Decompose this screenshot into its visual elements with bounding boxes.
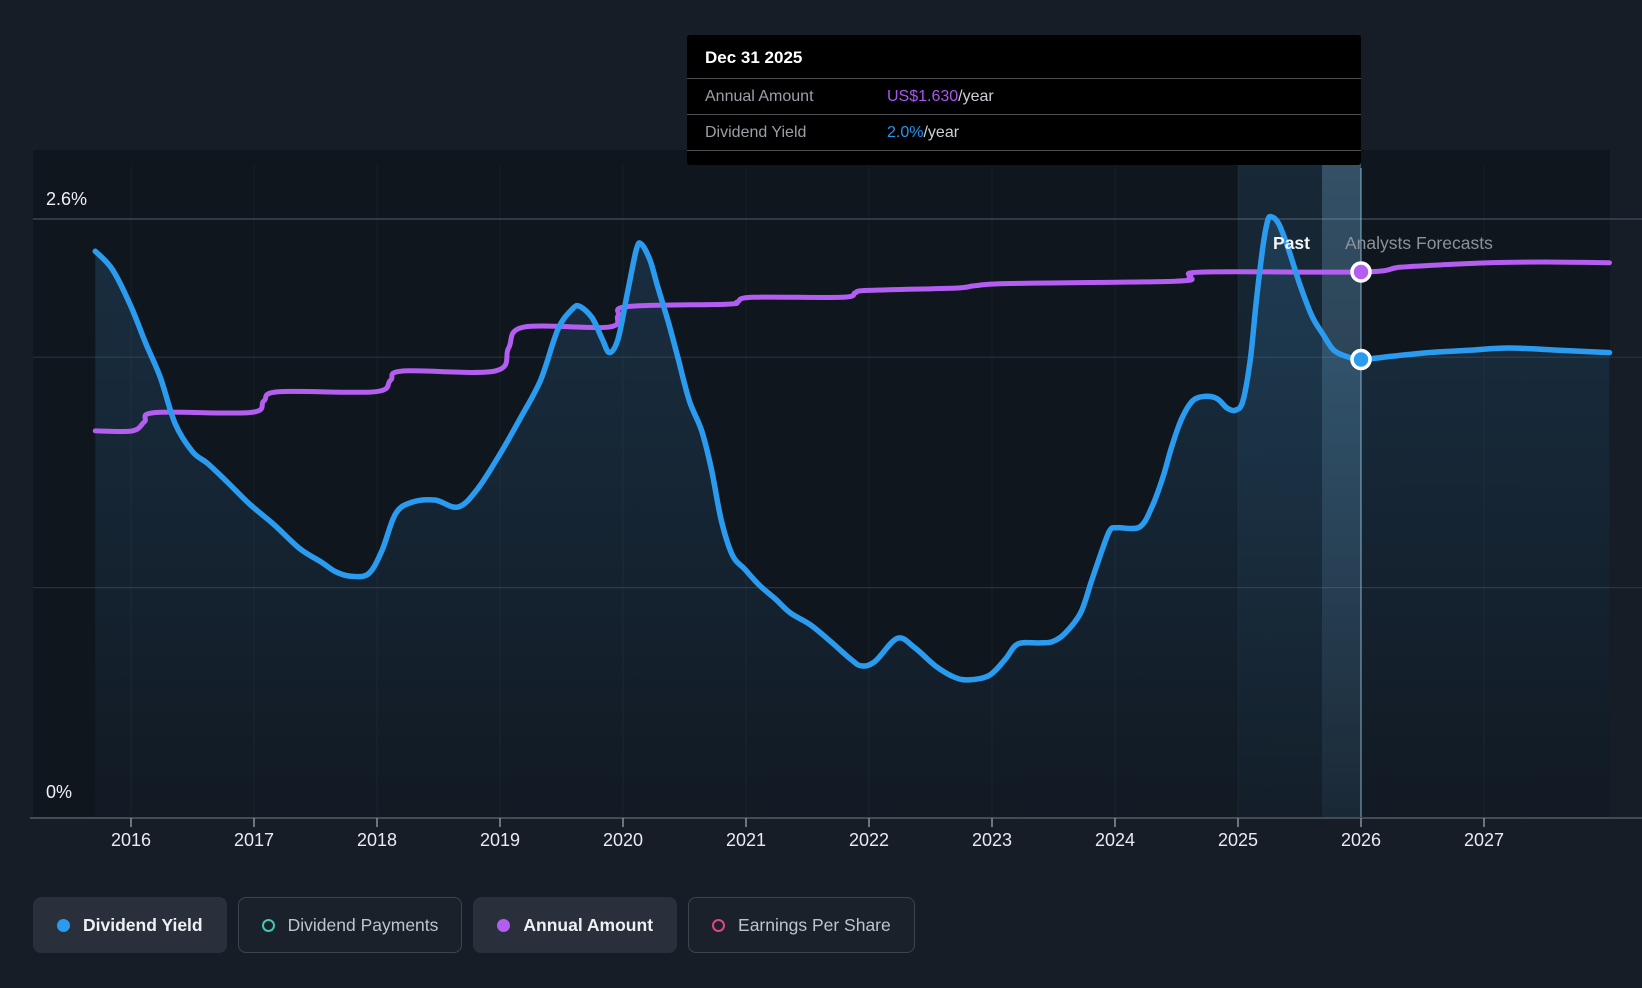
dividend-yield-series-icon bbox=[57, 919, 70, 932]
x-axis-label-2019: 2019 bbox=[460, 830, 540, 851]
past-section-label: Past bbox=[1238, 233, 1310, 254]
chart-legend: Dividend Yield Dividend Payments Annual Am… bbox=[33, 897, 915, 953]
annual-amount-series-icon bbox=[497, 919, 510, 932]
tooltip-suffix-annual-amount: /year bbox=[958, 88, 994, 105]
y-axis-label-max: 2.6% bbox=[46, 189, 87, 210]
x-axis-label-2021: 2021 bbox=[706, 830, 786, 851]
legend-label-dividend-payments: Dividend Payments bbox=[288, 915, 439, 936]
x-axis-label-2025: 2025 bbox=[1198, 830, 1278, 851]
legend-item-earnings-per-share[interactable]: Earnings Per Share bbox=[688, 897, 915, 953]
legend-label-earnings-per-share: Earnings Per Share bbox=[738, 915, 891, 936]
legend-item-dividend-yield[interactable]: Dividend Yield bbox=[33, 897, 227, 953]
x-axis-label-2024: 2024 bbox=[1075, 830, 1155, 851]
tooltip-date: Dec 31 2025 bbox=[687, 35, 1361, 79]
x-axis-label-2027: 2027 bbox=[1444, 830, 1524, 851]
marker-dividend-yield[interactable] bbox=[1352, 351, 1370, 369]
legend-item-dividend-payments[interactable]: Dividend Payments bbox=[238, 897, 463, 953]
x-axis-label-2017: 2017 bbox=[214, 830, 294, 851]
dividend-payments-series-icon bbox=[262, 919, 275, 932]
tooltip-row-dividend-yield: Dividend Yield 2.0%/year bbox=[687, 115, 1361, 151]
chart-tooltip: Dec 31 2025 Annual Amount US$1.630/year … bbox=[687, 35, 1361, 165]
tooltip-row-annual-amount: Annual Amount US$1.630/year bbox=[687, 79, 1361, 115]
analysts-forecasts-section-label: Analysts Forecasts bbox=[1345, 233, 1493, 254]
y-axis-label-min: 0% bbox=[46, 782, 72, 803]
x-axis-label-2026: 2026 bbox=[1321, 830, 1401, 851]
tooltip-value-annual-amount: US$1.630 bbox=[887, 88, 958, 105]
x-axis-label-2023: 2023 bbox=[952, 830, 1032, 851]
tooltip-value-dividend-yield: 2.0% bbox=[887, 124, 923, 141]
legend-item-annual-amount[interactable]: Annual Amount bbox=[473, 897, 677, 953]
tooltip-suffix-dividend-yield: /year bbox=[923, 124, 959, 141]
legend-label-dividend-yield: Dividend Yield bbox=[83, 915, 203, 936]
x-axis-label-2016: 2016 bbox=[91, 830, 171, 851]
x-axis-label-2020: 2020 bbox=[583, 830, 663, 851]
marker-annual-amount[interactable] bbox=[1352, 263, 1370, 281]
legend-label-annual-amount: Annual Amount bbox=[523, 915, 653, 936]
tooltip-label-annual-amount: Annual Amount bbox=[705, 88, 887, 106]
x-axis-label-2018: 2018 bbox=[337, 830, 417, 851]
x-axis-label-2022: 2022 bbox=[829, 830, 909, 851]
tooltip-label-dividend-yield: Dividend Yield bbox=[705, 124, 887, 142]
earnings-per-share-series-icon bbox=[712, 919, 725, 932]
dividend-chart-page: 2.6% 0% Past Analysts Forecasts Dec 31 2… bbox=[0, 0, 1642, 988]
